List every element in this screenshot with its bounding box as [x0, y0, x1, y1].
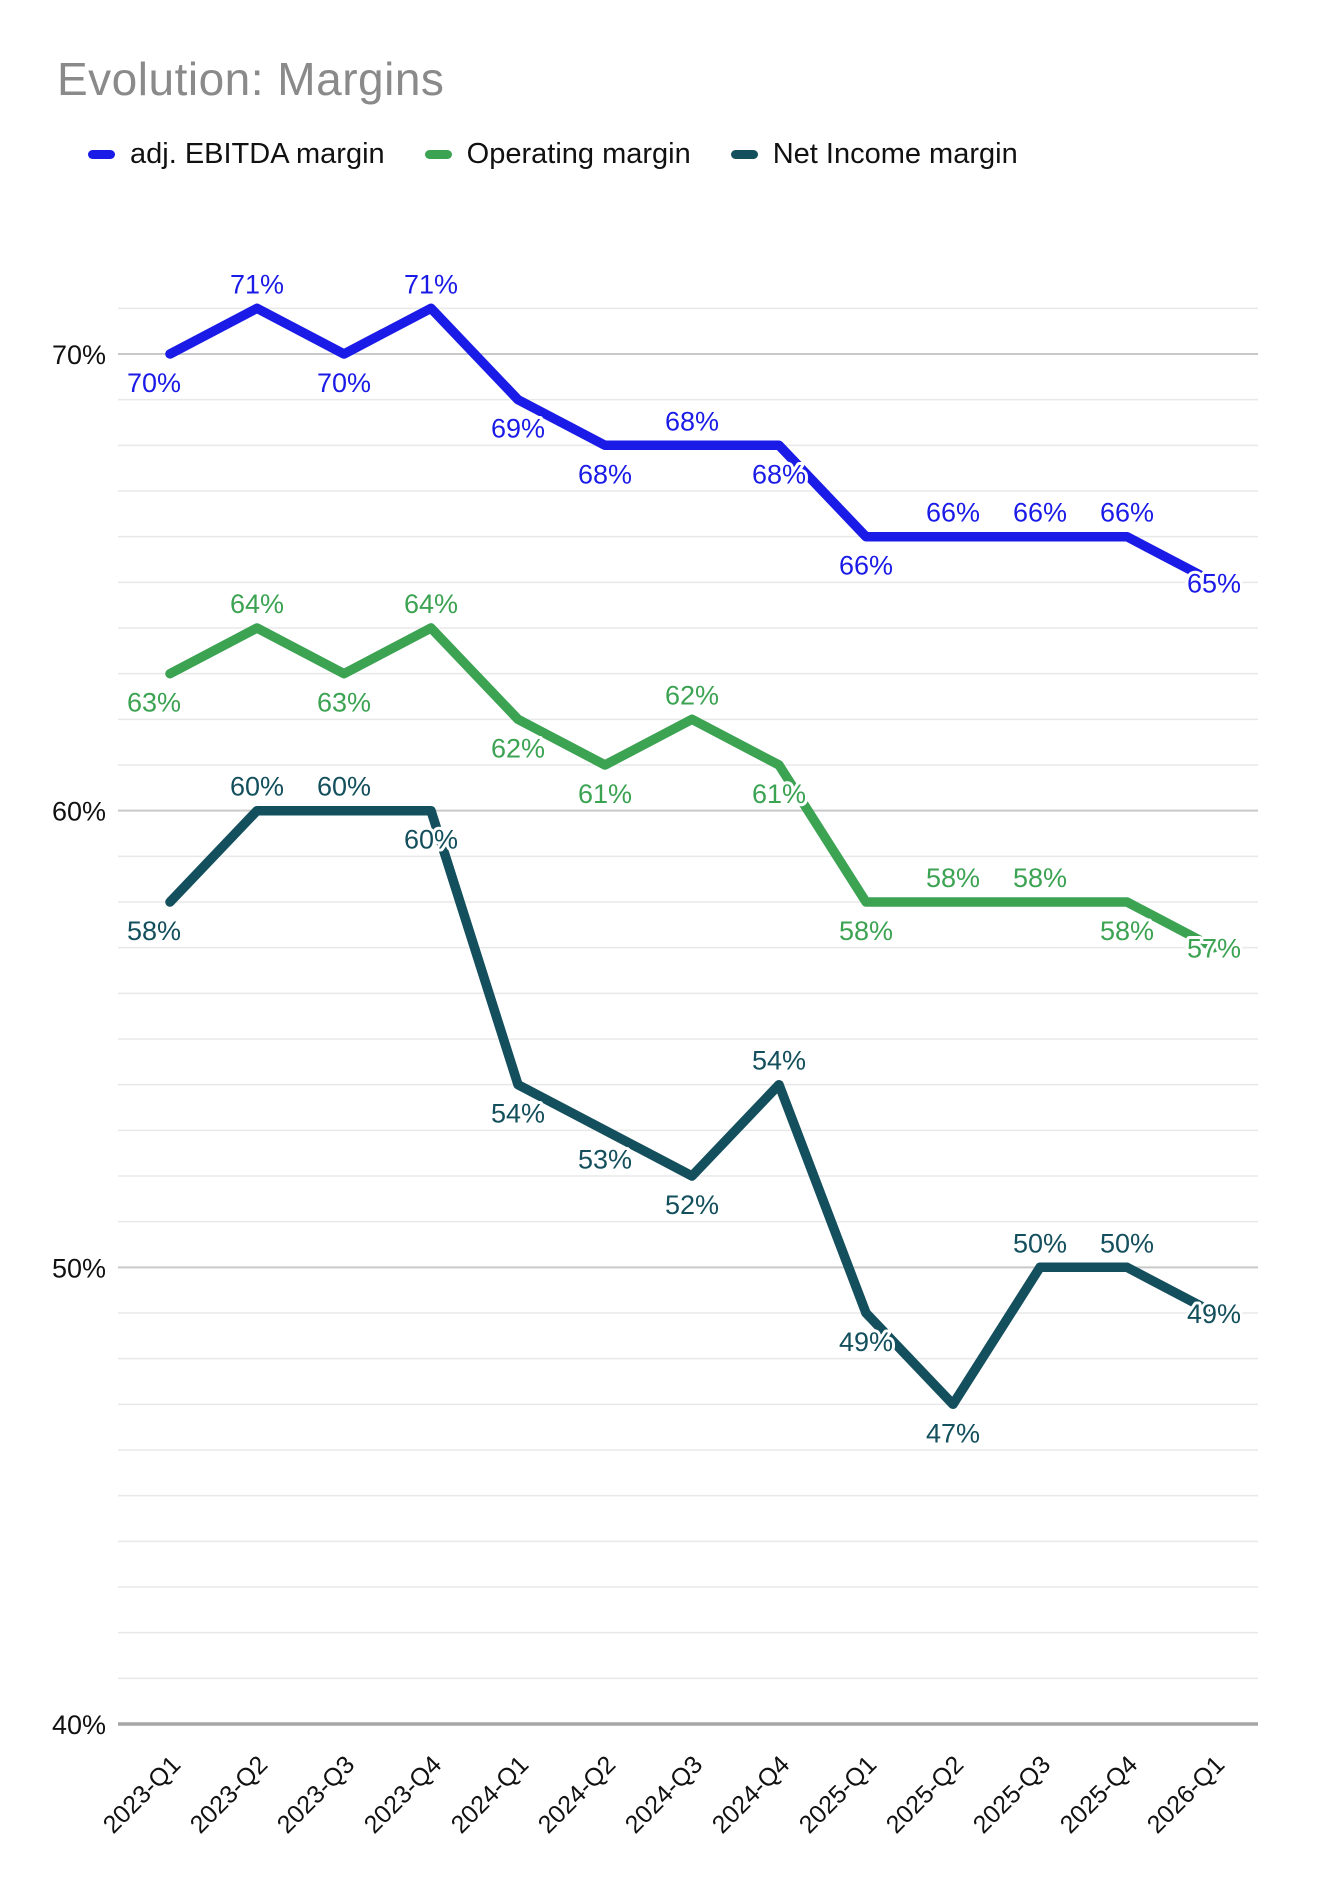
data-label-1-2: 63%: [317, 688, 371, 718]
y-tick-label: 60%: [52, 797, 106, 827]
y-tick-label: 70%: [52, 340, 106, 370]
x-tick-label: 2026-Q1: [1142, 1750, 1231, 1839]
data-label-1-9: 58%: [926, 863, 980, 893]
data-label-1-11: 58%: [1100, 916, 1154, 946]
x-tick-label: 2023-Q1: [98, 1750, 187, 1839]
data-label-1-4: 62%: [491, 733, 545, 763]
data-label-2-6: 52%: [665, 1190, 719, 1220]
data-label-0-2: 70%: [317, 368, 371, 398]
legend-swatch-icon: [730, 150, 758, 159]
data-label-2-4: 54%: [491, 1099, 545, 1129]
x-tick-label: 2025-Q3: [968, 1750, 1057, 1839]
data-label-1-6: 62%: [665, 680, 719, 710]
legend-item-2: Net Income margin: [730, 138, 1018, 171]
x-tick-label: 2024-Q3: [620, 1750, 709, 1839]
x-tick-label: 2023-Q4: [359, 1750, 448, 1839]
legend-label: Net Income margin: [772, 138, 1018, 170]
chart-title: Evolution: Margins: [57, 53, 445, 105]
x-tick-label: 2025-Q1: [794, 1750, 883, 1839]
x-tick-label: 2024-Q2: [533, 1750, 622, 1839]
x-tick-label: 2024-Q4: [707, 1750, 796, 1839]
y-tick-label: 40%: [52, 1710, 106, 1740]
data-label-0-3: 71%: [404, 269, 458, 299]
data-label-2-5: 53%: [578, 1144, 632, 1174]
data-label-0-0: 70%: [127, 368, 181, 398]
legend-swatch-icon: [88, 150, 115, 159]
legend-item-0: adj. EBITDA margin: [88, 138, 385, 171]
legend-label: Operating margin: [466, 138, 691, 170]
x-tick-label: 2023-Q3: [272, 1750, 361, 1839]
data-label-1-7: 61%: [752, 779, 806, 809]
x-tick-label: 2024-Q1: [446, 1750, 535, 1839]
legend-swatch-icon: [424, 150, 452, 159]
data-label-1-10: 58%: [1013, 863, 1067, 893]
data-label-0-8: 66%: [839, 551, 893, 581]
data-label-1-12: 57%: [1187, 934, 1241, 964]
data-label-0-7: 68%: [752, 459, 806, 489]
data-label-1-3: 64%: [404, 589, 458, 619]
data-label-2-0: 58%: [127, 916, 181, 946]
data-label-2-7: 54%: [752, 1046, 806, 1076]
data-label-2-8: 49%: [839, 1327, 893, 1357]
series-line-0: [165, 303, 1219, 588]
data-label-0-11: 66%: [1100, 498, 1154, 528]
data-label-0-6: 68%: [665, 406, 719, 436]
data-label-0-5: 68%: [578, 459, 632, 489]
series-line-2: [165, 805, 1219, 1410]
data-label-1-8: 58%: [839, 916, 893, 946]
data-label-2-12: 49%: [1187, 1299, 1241, 1329]
data-label-2-1: 60%: [230, 772, 284, 802]
x-tick-label: 2025-Q4: [1055, 1750, 1144, 1839]
data-label-2-3: 60%: [404, 825, 458, 855]
data-label-2-9: 47%: [926, 1418, 980, 1448]
legend-label: adj. EBITDA margin: [130, 138, 385, 170]
data-label-0-9: 66%: [926, 498, 980, 528]
data-label-2-11: 50%: [1100, 1228, 1154, 1258]
data-label-1-0: 63%: [127, 688, 181, 718]
data-label-1-1: 64%: [230, 589, 284, 619]
data-label-1-5: 61%: [578, 779, 632, 809]
x-tick-label: 2023-Q2: [185, 1750, 274, 1839]
data-label-0-4: 69%: [491, 414, 545, 444]
series-line-1: [165, 623, 1219, 953]
legend-item-1: Operating margin: [424, 138, 691, 171]
data-label-2-10: 50%: [1013, 1228, 1067, 1258]
data-label-2-2: 60%: [317, 772, 371, 802]
chart-legend: adj. EBITDA margin Operating margin Net In…: [88, 138, 1018, 171]
data-label-0-1: 71%: [230, 269, 284, 299]
x-tick-label: 2025-Q2: [881, 1750, 970, 1839]
data-label-0-10: 66%: [1013, 498, 1067, 528]
y-tick-label: 50%: [52, 1253, 106, 1283]
data-label-0-12: 65%: [1187, 568, 1241, 598]
